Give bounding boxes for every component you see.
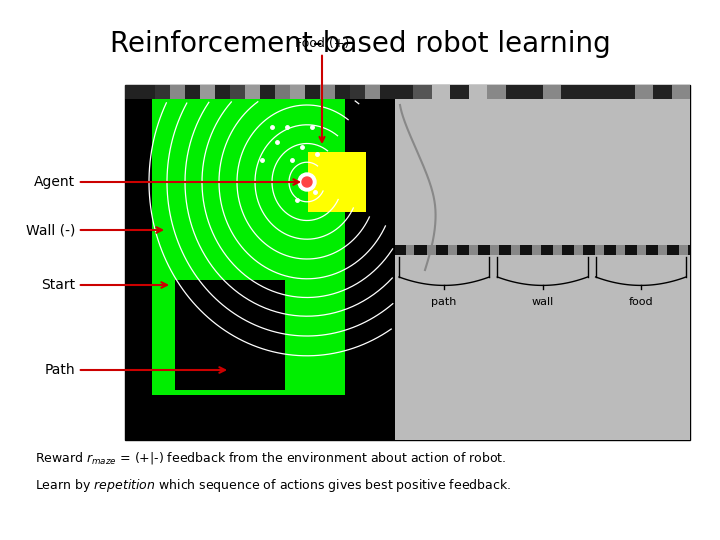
- Bar: [170, 85, 185, 99]
- Bar: [553, 245, 562, 255]
- Bar: [260, 85, 275, 99]
- Bar: [427, 245, 436, 255]
- Bar: [125, 85, 690, 99]
- Bar: [672, 85, 690, 99]
- Bar: [653, 85, 672, 99]
- Bar: [574, 245, 583, 255]
- Bar: [532, 245, 541, 255]
- Bar: [395, 245, 690, 255]
- Circle shape: [298, 173, 316, 191]
- Circle shape: [302, 177, 312, 187]
- Bar: [487, 85, 505, 99]
- Bar: [561, 85, 580, 99]
- Bar: [320, 85, 335, 99]
- Bar: [680, 245, 688, 255]
- Bar: [469, 85, 487, 99]
- Bar: [524, 85, 542, 99]
- Bar: [350, 85, 365, 99]
- Bar: [230, 85, 245, 99]
- Bar: [395, 85, 690, 440]
- Bar: [637, 245, 647, 255]
- Bar: [511, 245, 520, 255]
- Bar: [275, 85, 290, 99]
- Bar: [155, 85, 170, 99]
- Bar: [405, 245, 415, 255]
- Text: Reinforcement-based robot learning: Reinforcement-based robot learning: [109, 30, 611, 58]
- Bar: [152, 99, 345, 250]
- Text: Learn by $\it{repetition}$ which sequence of actions gives best positive feedbac: Learn by $\it{repetition}$ which sequenc…: [35, 476, 511, 494]
- Bar: [245, 85, 260, 99]
- Bar: [380, 85, 395, 99]
- Bar: [125, 85, 690, 440]
- Bar: [469, 245, 477, 255]
- Bar: [125, 85, 140, 99]
- Text: Agent: Agent: [34, 175, 299, 189]
- Bar: [365, 85, 380, 99]
- Bar: [490, 245, 499, 255]
- Text: food: food: [629, 298, 653, 307]
- Bar: [140, 85, 155, 99]
- Bar: [448, 245, 456, 255]
- Bar: [616, 85, 635, 99]
- Bar: [413, 85, 432, 99]
- Bar: [308, 152, 366, 212]
- Bar: [658, 245, 667, 255]
- Bar: [152, 225, 345, 395]
- Text: wall: wall: [531, 298, 554, 307]
- Text: path: path: [431, 298, 457, 307]
- Bar: [450, 85, 469, 99]
- Bar: [335, 85, 350, 99]
- Bar: [305, 85, 320, 99]
- Bar: [542, 85, 561, 99]
- Bar: [595, 245, 604, 255]
- Text: Path: Path: [45, 363, 225, 377]
- Bar: [505, 85, 524, 99]
- Bar: [395, 85, 413, 99]
- Bar: [598, 85, 616, 99]
- Text: Food (+): Food (+): [295, 37, 349, 142]
- Bar: [175, 280, 285, 390]
- Text: Reward $r_{maze}$ = (+|-) feedback from the environment about action of robot.: Reward $r_{maze}$ = (+|-) feedback from …: [35, 450, 506, 466]
- Text: Start: Start: [41, 278, 167, 292]
- Bar: [580, 85, 598, 99]
- Bar: [432, 85, 450, 99]
- Bar: [185, 85, 200, 99]
- Bar: [290, 85, 305, 99]
- Bar: [200, 85, 215, 99]
- Bar: [215, 85, 230, 99]
- Text: Wall (-): Wall (-): [26, 223, 162, 237]
- Bar: [635, 85, 653, 99]
- Bar: [616, 245, 625, 255]
